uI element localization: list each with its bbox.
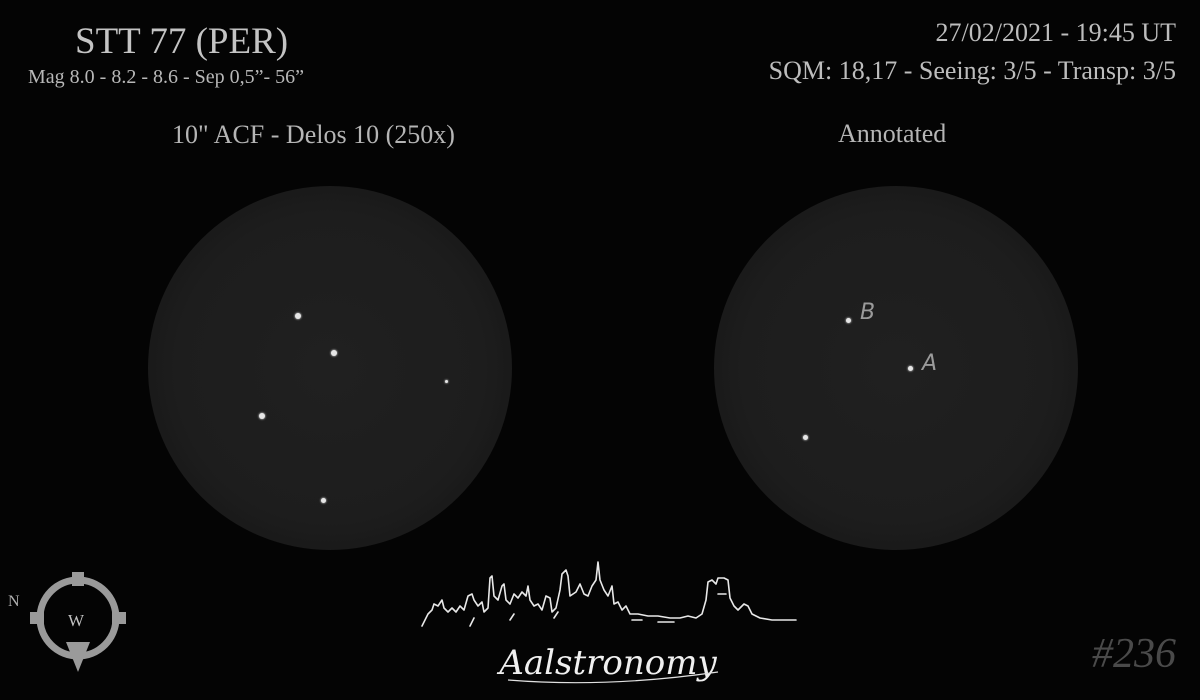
star (331, 350, 337, 356)
sketch-number: #236 (1092, 631, 1176, 677)
star-b-label: B (860, 300, 876, 325)
object-title: STT 77 (PER) (75, 21, 289, 62)
logo-text: Aalstronomy (496, 643, 717, 683)
star-a (908, 366, 913, 371)
star-b (846, 318, 851, 323)
observation-date: 27/02/2021 - 19:45 UT (935, 18, 1177, 47)
annotated-field-of-view (714, 186, 1078, 550)
star (803, 435, 808, 440)
equipment-label: 10" ACF - Delos 10 (250x) (172, 120, 455, 149)
sketch-field-of-view (148, 186, 512, 550)
compass-icon: N W (8, 572, 126, 672)
skyline-icon (421, 561, 797, 627)
star (259, 413, 265, 419)
star (321, 498, 326, 503)
compass-north-label: N (8, 593, 20, 610)
star (295, 313, 301, 319)
star-a-label: A (922, 351, 938, 376)
aalstronomy-logo: Aalstronomy (421, 561, 797, 684)
object-details: Mag 8.0 - 8.2 - 8.6 - Sep 0,5”- 56” (28, 66, 305, 88)
observing-conditions: SQM: 18,17 - Seeing: 3/5 - Transp: 3/5 (768, 56, 1176, 85)
annotated-label: Annotated (838, 119, 947, 148)
star (445, 380, 448, 383)
compass-west-label: W (68, 611, 85, 630)
